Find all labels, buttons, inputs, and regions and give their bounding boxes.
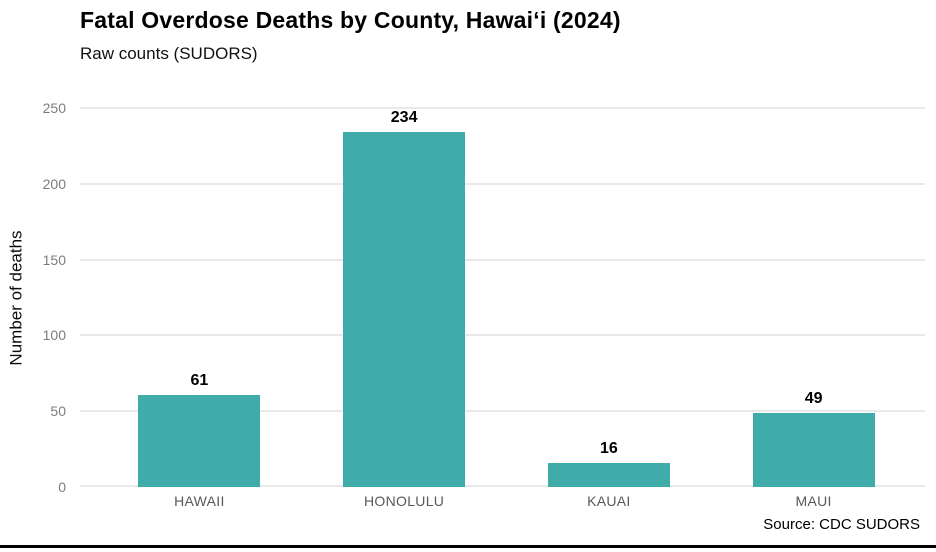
y-gridline-100 <box>80 334 925 337</box>
y-gridline-200 <box>80 182 925 185</box>
bar-slot-maui: 49 <box>711 108 916 487</box>
x-tick-label-kauai: KAUAI <box>587 493 631 509</box>
bars-row: 61 234 16 49 <box>97 108 916 487</box>
chart-title: Fatal Overdose Deaths by County, Hawaiʻi… <box>80 7 621 33</box>
bar-slot-honolulu: 234 <box>302 108 507 487</box>
bar-honolulu <box>343 132 466 487</box>
bar-slot-kauai: 16 <box>507 108 712 487</box>
bar-hawaii <box>138 394 261 487</box>
y-tick-label-200: 200 <box>42 175 66 192</box>
y-tick-label-50: 50 <box>50 403 66 420</box>
bottom-divider-line <box>0 545 936 548</box>
bar-maui <box>752 412 875 487</box>
bar-value-label-honolulu: 234 <box>390 109 418 127</box>
y-gridline-0 <box>80 485 925 487</box>
plot-area: 61 234 16 49 <box>80 107 925 487</box>
x-tick-label-honolulu: HONOLULU <box>364 493 445 509</box>
y-gridline-250 <box>80 107 925 109</box>
y-gridline-50 <box>80 410 925 413</box>
x-tick-label-hawaii: HAWAII <box>174 493 225 509</box>
source-note: Source: CDC SUDORS <box>763 516 920 533</box>
y-tick-label-150: 150 <box>42 251 66 268</box>
x-axis-tick-labels: HAWAII HONOLULU KAUAI MAUI <box>97 493 916 509</box>
bar-kauai <box>547 462 670 487</box>
bar-value-label-hawaii: 61 <box>190 371 209 389</box>
y-tick-label-0: 0 <box>58 479 66 495</box>
x-tick-label-maui: MAUI <box>795 493 832 509</box>
bar-value-label-kauai: 16 <box>599 439 618 457</box>
bar-value-label-maui: 49 <box>804 389 823 407</box>
y-tick-label-100: 100 <box>42 327 66 344</box>
chart-subtitle: Raw counts (SUDORS) <box>80 44 258 63</box>
y-tick-label-250: 250 <box>42 100 66 116</box>
bar-slot-hawaii: 61 <box>97 108 302 487</box>
y-axis-tick-labels: 0 50 100 150 200 250 <box>0 100 66 495</box>
y-gridline-150 <box>80 258 925 261</box>
